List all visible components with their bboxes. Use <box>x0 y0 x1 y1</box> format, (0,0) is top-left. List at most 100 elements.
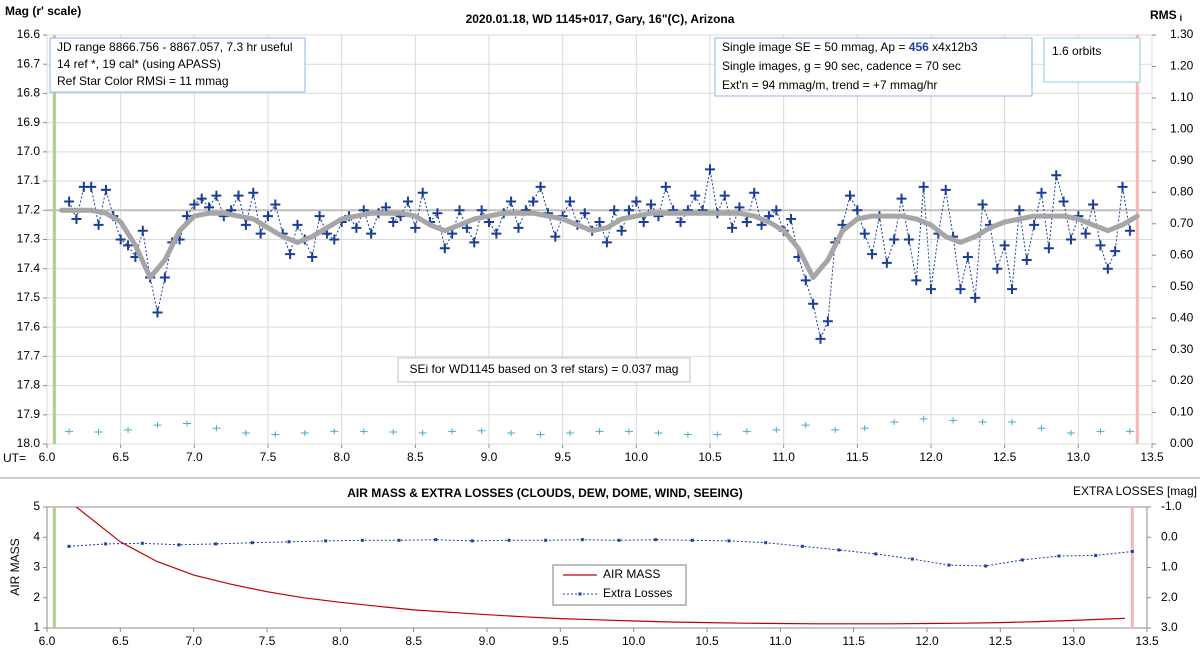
data-point <box>566 429 575 436</box>
data-point <box>565 196 576 207</box>
x-tick-label: 7.5 <box>260 450 277 464</box>
data-point <box>204 202 215 213</box>
data-point <box>1125 428 1134 435</box>
x-tick-label: 8.0 <box>332 634 349 648</box>
data-point <box>476 205 487 216</box>
y2-tick-label: 0.50 <box>1170 279 1194 293</box>
data-point <box>1043 243 1054 254</box>
y2-tick-label: 0.90 <box>1170 153 1194 167</box>
x-tick-label: 10.5 <box>698 450 722 464</box>
series-line <box>75 506 1126 625</box>
data-point <box>867 249 878 260</box>
data-point <box>999 240 1010 251</box>
data-point <box>800 275 811 286</box>
data-point <box>646 199 657 210</box>
data-point <box>359 428 368 435</box>
x-tick-label: 11.5 <box>846 450 869 464</box>
data-point <box>1096 428 1105 435</box>
x-axis-label: UT= <box>3 451 26 465</box>
x-tick-label: 13.5 <box>1135 634 1159 648</box>
data-point <box>1117 181 1128 192</box>
data-point <box>772 426 781 433</box>
x-tick-label: 10.5 <box>695 634 719 648</box>
y2-tick-label: 0.80 <box>1170 184 1194 198</box>
data-point <box>771 205 782 216</box>
data-point <box>860 425 869 432</box>
data-point <box>984 564 988 568</box>
data-point <box>513 222 524 233</box>
data-point <box>1065 234 1076 245</box>
data-point <box>970 292 981 303</box>
data-point <box>417 187 428 198</box>
data-point <box>741 216 752 227</box>
annotation-text-part: 456 <box>909 40 929 54</box>
x-tick-label: 7.0 <box>185 634 202 648</box>
data-point <box>1094 553 1098 557</box>
data-point <box>889 234 900 245</box>
data-point <box>360 538 364 542</box>
x-tick-label: 9.0 <box>479 634 496 648</box>
y-tick-label: 4 <box>33 529 40 543</box>
data-point <box>749 187 760 198</box>
y-tick-label: 16.8 <box>17 86 41 100</box>
data-point <box>1029 219 1040 230</box>
x-tick-label: 13.0 <box>1062 634 1086 648</box>
data-point <box>1095 240 1106 251</box>
data-point <box>212 425 221 432</box>
data-point <box>124 426 133 433</box>
x-tick-label: 6.5 <box>112 450 129 464</box>
x-tick-label: 12.5 <box>993 450 1017 464</box>
x-tick-label: 11.5 <box>842 634 865 648</box>
data-point <box>616 225 627 236</box>
data-point <box>881 257 892 268</box>
data-point <box>380 202 391 213</box>
data-point <box>918 181 929 192</box>
y2-tick-label: 1.00 <box>1170 122 1194 136</box>
data-point <box>94 429 103 436</box>
data-point <box>660 181 671 192</box>
y2-tick-label: 0.10 <box>1170 405 1194 419</box>
x-tick-label: 7.5 <box>259 634 276 648</box>
y-tick-label: 18.0 <box>17 436 41 450</box>
data-point <box>992 263 1003 274</box>
x-tick-label: 10.0 <box>625 450 649 464</box>
data-point <box>624 428 633 435</box>
data-point <box>470 539 474 543</box>
y2-axis-label: EXTRA LOSSES [mag] <box>1073 484 1197 498</box>
y2-tick-label: -1.0 <box>1161 499 1182 513</box>
data-point <box>1007 284 1018 295</box>
data-point <box>594 216 605 227</box>
data-point <box>241 429 250 436</box>
y-tick-label: 17.6 <box>17 319 41 333</box>
y-tick-label: 17.2 <box>17 202 41 216</box>
data-point <box>595 428 604 435</box>
data-point <box>506 196 517 207</box>
y-tick-label: 1 <box>33 620 40 634</box>
data-point <box>292 219 303 230</box>
data-point <box>940 184 951 195</box>
data-point <box>402 196 413 207</box>
data-point <box>389 429 398 436</box>
data-point <box>67 544 71 548</box>
y-tick-label: 5 <box>33 499 40 513</box>
data-point <box>271 431 280 438</box>
data-point <box>1130 549 1134 553</box>
data-point <box>896 193 907 204</box>
series-line <box>59 207 1140 280</box>
legend-box <box>552 564 687 606</box>
data-point <box>874 552 878 556</box>
y2-tick-label: 1.20 <box>1170 59 1194 73</box>
y2-tick-label: 0.40 <box>1170 310 1194 324</box>
x-tick-label: 12.0 <box>919 450 943 464</box>
data-point <box>250 541 254 545</box>
data-point <box>544 538 548 542</box>
x-tick-label: 10.0 <box>622 634 646 648</box>
data-point <box>152 307 163 318</box>
y-tick-label: 17.9 <box>17 407 41 421</box>
data-point <box>528 196 539 207</box>
x-tick-label: 8.5 <box>405 634 422 648</box>
annotation-box <box>49 37 306 93</box>
data-point <box>159 272 170 283</box>
data-point <box>270 199 281 210</box>
